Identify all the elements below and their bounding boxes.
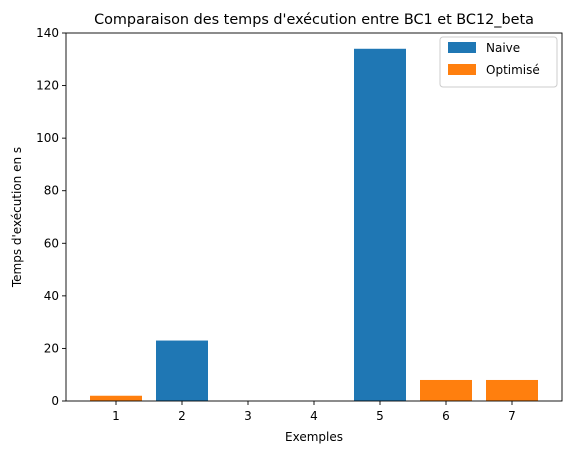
y-tick-label: 40	[44, 289, 59, 303]
x-axis-ticks: 1 2 3 4 5 6 7	[112, 401, 516, 423]
bar-optimise-1	[90, 395, 142, 401]
y-tick-label: 80	[44, 184, 59, 198]
bar-optimise-7	[486, 379, 538, 401]
y-tick-label: 0	[51, 394, 59, 408]
y-tick-label: 60	[44, 236, 59, 250]
x-tick-label: 4	[310, 409, 318, 423]
y-axis-ticks: 0 20 40 60 80 100 120 140	[36, 26, 66, 408]
x-tick-label: 6	[442, 409, 450, 423]
plot-frame	[65, 32, 563, 402]
y-tick-label: 20	[44, 341, 59, 355]
legend-swatch-naive	[448, 42, 476, 53]
legend-label-optimise: Optimisé	[486, 63, 540, 77]
bar-naive-5	[354, 48, 406, 402]
x-tick-label: 1	[112, 409, 120, 423]
x-tick-label: 7	[508, 409, 516, 423]
x-tick-label: 2	[178, 409, 186, 423]
x-tick-label: 5	[376, 409, 384, 423]
bar-naive-2	[156, 340, 208, 401]
bars-layer	[90, 48, 538, 402]
legend-swatch-optimise	[448, 64, 476, 75]
legend-label-naive: Naive	[486, 41, 520, 55]
y-tick-label: 140	[36, 26, 59, 40]
bar-optimise-6	[420, 379, 472, 401]
x-axis-label: Exemples	[285, 430, 343, 444]
x-tick-label: 3	[244, 409, 252, 423]
y-tick-label: 100	[36, 131, 59, 145]
chart-title: Comparaison des temps d'exécution entre …	[94, 12, 534, 28]
legend: Naive Optimisé	[439, 36, 558, 88]
y-tick-label: 120	[36, 79, 59, 93]
y-axis-label: Temps d'exécution en s	[10, 147, 24, 288]
